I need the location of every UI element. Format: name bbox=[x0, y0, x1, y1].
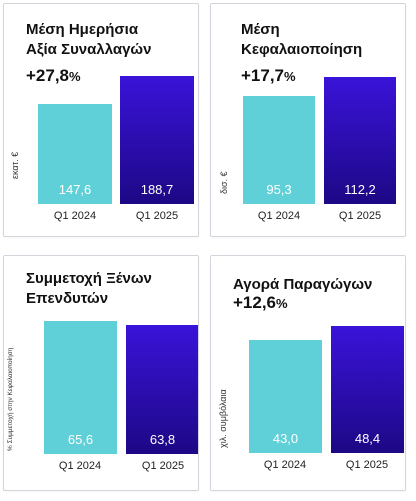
bar-value-label: 147,6 bbox=[58, 182, 92, 197]
bar-q1-2025: 188,7 bbox=[120, 76, 194, 204]
category-label: Q1 2025 bbox=[141, 460, 185, 472]
bar-value-label: 188,7 bbox=[140, 182, 174, 197]
chart-card-derivatives-market: Αγορά Παραγώγων +12,6% χιλ. συμβόλαια 43… bbox=[210, 255, 406, 491]
change-indicator: +27,8% bbox=[26, 66, 81, 86]
bar-q1-2025: 63,8 bbox=[126, 325, 198, 454]
bar-q1-2025: 48,4 bbox=[331, 326, 404, 453]
bar-q1-2025: 112,2 bbox=[324, 77, 396, 204]
bar-q1-2024: 147,6 bbox=[38, 104, 112, 204]
change-value: +27,8 bbox=[26, 66, 70, 85]
change-unit: % bbox=[276, 296, 288, 311]
bar-value-label: 65,6 bbox=[67, 432, 94, 447]
chart-card-foreign-investors: Συμμετοχή Ξένων Επενδυτών % Συμμετοχή στ… bbox=[3, 255, 199, 491]
y-axis-label: % Συμμετοχή στην Κεφαλαιοποίηση bbox=[7, 347, 14, 451]
change-unit: % bbox=[284, 69, 296, 84]
bar-q1-2024: 43,0 bbox=[249, 340, 322, 453]
category-label: Q1 2025 bbox=[135, 210, 179, 222]
chart-title: Αγορά Παραγώγων bbox=[233, 276, 373, 293]
category-label: Q1 2024 bbox=[53, 210, 97, 222]
chart-card-avg-daily-value: Μέση Ημερήσια Αξία Συναλλαγών +27,8% εκα… bbox=[3, 3, 199, 237]
bar-value-label: 63,8 bbox=[149, 432, 176, 447]
bar-q1-2024: 65,6 bbox=[44, 321, 117, 454]
chart-title: Συμμετοχή Ξένων Επενδυτών bbox=[26, 270, 152, 307]
change-indicator: +17,7% bbox=[241, 66, 296, 86]
chart-card-avg-capitalization: Μέση Κεφαλαιοποίηση +17,7% δισ. € 95,3 1… bbox=[210, 3, 406, 237]
bar-value-label: 43,0 bbox=[272, 431, 299, 446]
bar-q1-2024: 95,3 bbox=[243, 96, 315, 204]
change-value: +12,6 bbox=[233, 293, 277, 312]
change-unit: % bbox=[69, 69, 81, 84]
bar-value-label: 48,4 bbox=[354, 431, 381, 446]
change-indicator: +12,6% bbox=[233, 293, 288, 313]
category-label: Q1 2024 bbox=[263, 459, 307, 471]
chart-title: Μέση Κεφαλαιοποίηση bbox=[241, 21, 363, 58]
category-label: Q1 2025 bbox=[345, 459, 389, 471]
bar-value-label: 112,2 bbox=[344, 182, 376, 197]
bar-value-label: 95,3 bbox=[266, 182, 292, 197]
chart-title: Μέση Ημερήσια Αξία Συναλλαγών bbox=[26, 21, 152, 58]
y-axis-label: δισ. € bbox=[219, 171, 229, 194]
y-axis-label: χιλ. συμβόλαια bbox=[218, 389, 228, 448]
category-label: Q1 2024 bbox=[58, 460, 102, 472]
change-value: +17,7 bbox=[241, 66, 285, 85]
category-label: Q1 2024 bbox=[257, 210, 301, 222]
category-label: Q1 2025 bbox=[338, 210, 382, 222]
y-axis-label: εκατ. € bbox=[10, 151, 20, 179]
